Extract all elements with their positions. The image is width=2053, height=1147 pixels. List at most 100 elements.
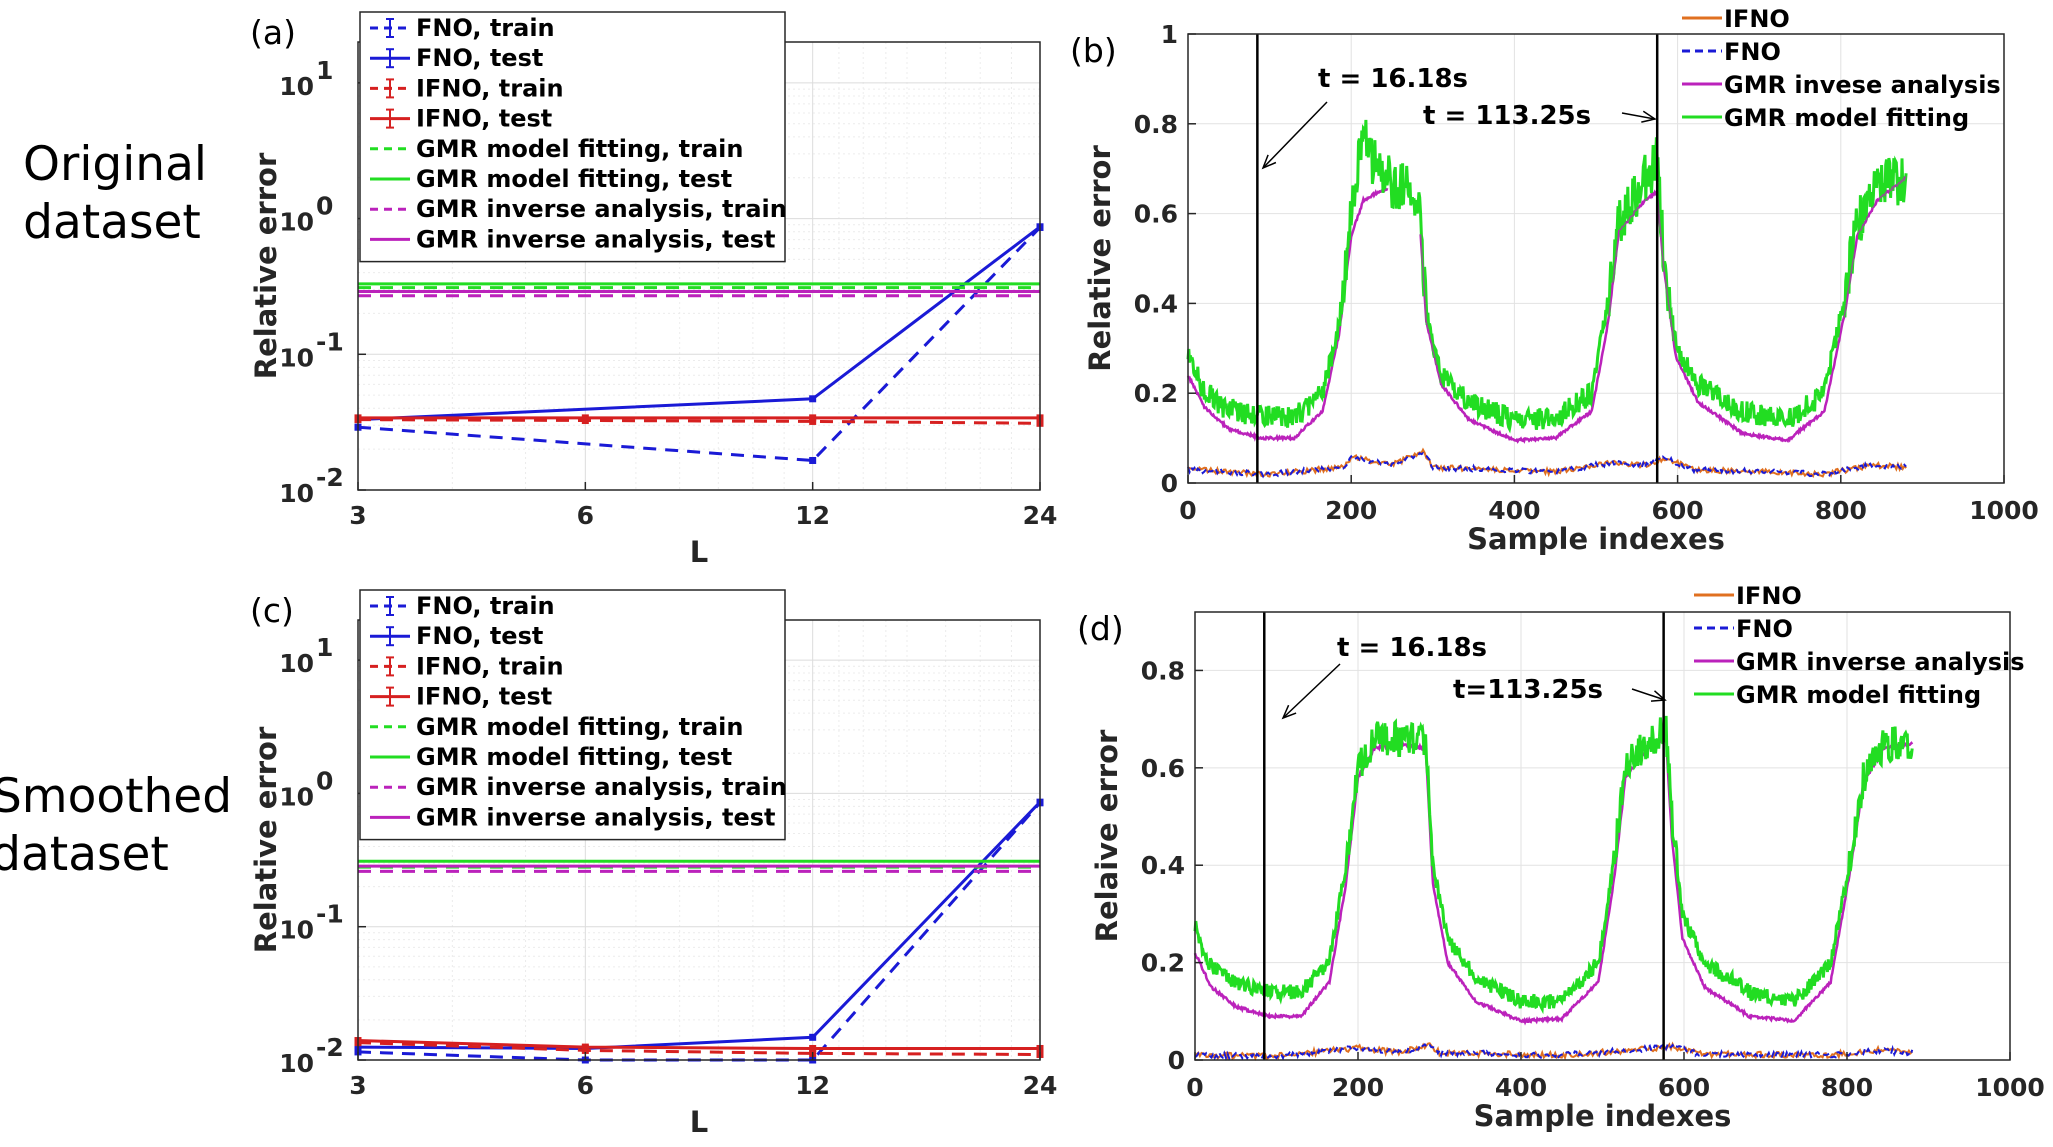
x-tick-label: 0 (1179, 496, 1196, 525)
y-tick-label: 0.6 (1134, 200, 1178, 229)
data-point (581, 414, 589, 422)
legend-entry: FNO, test (416, 44, 543, 72)
y-tick-label: 0.8 (1141, 656, 1185, 685)
x-tick-label: 1000 (1969, 496, 2039, 525)
legend-entry: IFNO, test (416, 105, 552, 133)
x-tick-label: 600 (1658, 1073, 1710, 1102)
annotation-arrowhead (1641, 110, 1657, 123)
annotation-arrow (1621, 112, 1656, 120)
x-tick-label: 6 (577, 1071, 594, 1100)
y-axis-label: Relaive error (1090, 729, 1124, 942)
annotation-text: t = 113.25s (1423, 101, 1591, 131)
y-axis-label: Relative error (249, 152, 283, 379)
x-axis-label: Sample indexes (1467, 522, 1725, 556)
legend-entry: GMR inverse analysis, test (416, 803, 776, 831)
plot-area (1188, 34, 2004, 483)
y-tick-base: 10 (279, 782, 314, 811)
axes-box (1194, 611, 2011, 1061)
x-axis-label: L (690, 535, 708, 569)
y-tick-exponent: -1 (316, 327, 344, 356)
annotation-arrowhead (1261, 154, 1277, 170)
series-line-gmr-inverse-analysis (1193, 736, 1914, 1026)
panel-label: (c) (250, 591, 294, 630)
data-point (809, 395, 817, 403)
legend-entry: GMR model fitting, train (416, 713, 743, 741)
data-point (809, 1033, 817, 1041)
y-tick-exponent: -2 (316, 1033, 344, 1062)
legend-entry: GMR invese analysis (1724, 71, 2001, 99)
series-line-gmr-model-fitting (1193, 715, 1914, 1015)
panel-label: (a) (250, 13, 296, 52)
x-tick-label: 6 (577, 501, 594, 530)
annotation-arrow (1282, 663, 1341, 719)
y-tick-exponent: -2 (316, 463, 344, 492)
annotation-text: t=113.25s (1453, 675, 1603, 705)
data-point (809, 414, 817, 422)
series-line-ifno-test (357, 1039, 1040, 1050)
y-tick-exponent: 1 (316, 633, 333, 662)
legend-box (359, 11, 786, 263)
x-tick-label: 600 (1652, 496, 1704, 525)
y-tick-exponent: 0 (316, 192, 333, 221)
annotation-arrow (1262, 101, 1328, 169)
y-tick-base: 10 (279, 649, 314, 678)
y-tick-base: 10 (279, 1049, 314, 1078)
x-axis-label: Sample indexes (1474, 1099, 1732, 1133)
y-tick-label: 0.4 (1141, 851, 1185, 880)
x-tick-label: 200 (1325, 496, 1377, 525)
x-tick-label: 12 (795, 501, 830, 530)
y-tick-base: 10 (279, 479, 314, 508)
series-line-gmr-model-fitting (1186, 119, 1908, 434)
y-tick-label: 0 (1161, 469, 1178, 498)
panel-label: (d) (1077, 609, 1124, 648)
x-tick-label: 400 (1495, 1073, 1547, 1102)
row-label-bottom-line2: dataset (0, 827, 169, 882)
y-axis-label: Relative error (249, 726, 283, 953)
legend-entry: GMR model fitting, test (416, 743, 732, 771)
series-line-fno (1187, 451, 1907, 479)
x-tick-label: 800 (1815, 496, 1867, 525)
x-axis-label: L (690, 1105, 708, 1139)
data-point (809, 1044, 817, 1052)
y-tick-label: 0 (1168, 1046, 1185, 1075)
y-tick-base: 10 (279, 208, 314, 237)
plot-area (1195, 612, 2010, 1060)
legend-entry: IFNO, train (416, 652, 564, 680)
annotation-arrow (1631, 688, 1666, 701)
legend-entry: IFNO, train (416, 74, 564, 102)
y-tick-base: 10 (279, 343, 314, 372)
row-label-top-line2: dataset (23, 195, 201, 250)
x-tick-label: 3 (349, 501, 366, 530)
x-tick-label: 1000 (1975, 1073, 2045, 1102)
annotation-text: t = 16.18s (1318, 64, 1468, 94)
legend-entry: GMR inverse analysis, train (416, 773, 787, 801)
x-tick-label: 3 (349, 1071, 366, 1100)
legend-entry: GMR inverse analysis, test (416, 225, 776, 253)
axes-box (1187, 33, 2005, 484)
y-tick-base: 10 (279, 916, 314, 945)
x-tick-label: 12 (795, 1071, 830, 1100)
series-line-ifno-train (357, 1041, 1041, 1056)
y-tick-label: 0.2 (1134, 379, 1178, 408)
legend-entry: GMR inverse analysis (1736, 648, 2025, 676)
legend-entry: IFNO, test (416, 683, 552, 711)
panel-d: 0 200 400 600 800 1000 0 0.2 0.4 0.6 0.8 Sample ind… (1077, 582, 2045, 1133)
x-tick-label: 400 (1488, 496, 1540, 525)
legend-entry: GMR model fitting, train (416, 135, 743, 163)
row-label-bottom-line1: Smoothed (0, 769, 232, 824)
y-axis-label: Relative error (1083, 145, 1117, 372)
annotation-arrowhead (1650, 690, 1667, 702)
legend-entry: IFNO (1736, 582, 1802, 610)
legend-entry: GMR model fitting (1724, 104, 1969, 132)
series-line-fno-train (357, 226, 1042, 463)
y-tick-label: 0.4 (1134, 289, 1178, 318)
series-line-gmr-inverse-analysis (1186, 187, 1389, 443)
legend-entry: GMR inverse analysis, train (416, 195, 787, 223)
data-point (809, 456, 817, 464)
series-line-ifno-train (357, 418, 1041, 425)
x-tick-label: 24 (1023, 501, 1058, 530)
legend-entry: FNO (1724, 38, 1781, 66)
annotation-arrowhead (1281, 704, 1297, 720)
y-tick-label: 1 (1161, 20, 1178, 49)
